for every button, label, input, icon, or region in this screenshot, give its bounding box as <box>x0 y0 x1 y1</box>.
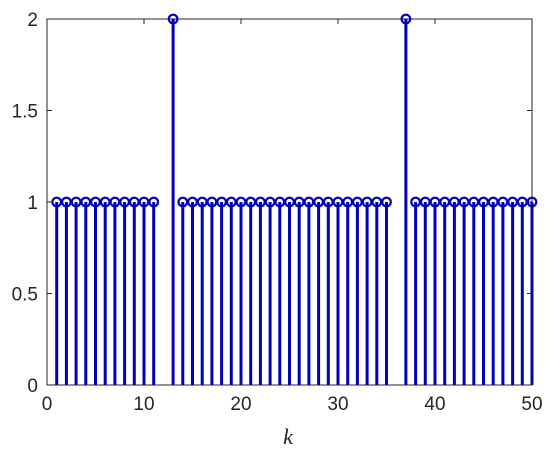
x-tick-label: 50 <box>521 394 542 415</box>
stem-marker <box>109 196 121 208</box>
y-tick-label: 1.5 <box>12 102 38 123</box>
y-tick-label: 1 <box>27 193 38 214</box>
stem-marker <box>51 196 63 208</box>
stem-marker <box>99 196 111 208</box>
x-tick-label: 40 <box>424 394 445 415</box>
stem-marker <box>167 13 179 25</box>
stem-series <box>51 13 538 385</box>
axis-ticks: 0 10 20 30 40 50 0 0.5 1 1.5 2 <box>12 10 543 415</box>
x-axis-label: k <box>283 424 294 449</box>
y-tick-label: 0.5 <box>12 285 38 306</box>
stem-marker <box>90 196 101 208</box>
x-tick-label: 30 <box>327 394 348 415</box>
stem-marker <box>507 196 518 208</box>
stem-marker <box>80 196 92 208</box>
stem-marker <box>70 196 82 208</box>
stem-marker <box>516 196 528 208</box>
stem-marker <box>148 196 160 208</box>
y-tick-label: 0 <box>27 376 38 397</box>
y-tick-label: 2 <box>27 10 38 31</box>
stem-marker <box>381 196 392 208</box>
stem-marker <box>119 196 130 208</box>
x-tick-label: 20 <box>230 394 251 415</box>
stem-marker <box>400 13 412 25</box>
x-tick-label: 0 <box>42 394 53 415</box>
x-tick-label: 10 <box>133 394 154 415</box>
stem-marker <box>206 196 218 208</box>
